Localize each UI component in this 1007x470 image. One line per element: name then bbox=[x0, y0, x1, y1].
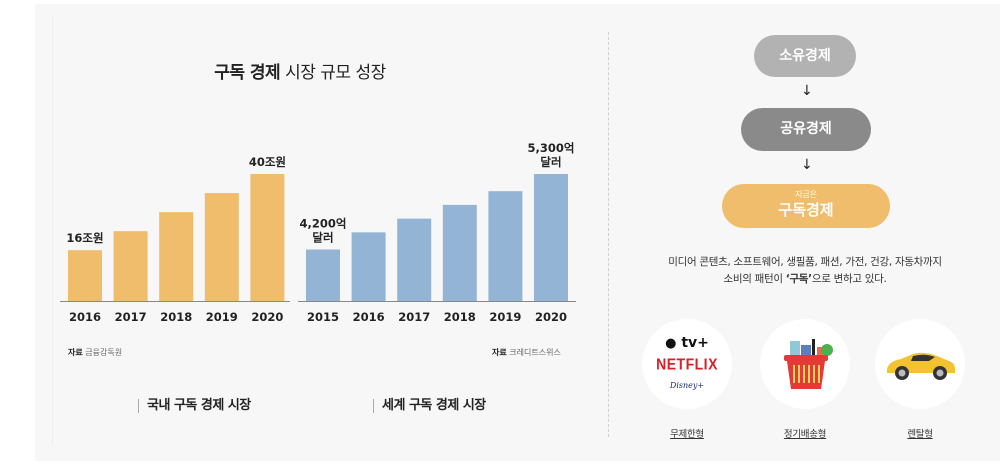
domestic-tick-label: 2017 bbox=[115, 310, 147, 324]
world-bar-2020 bbox=[534, 174, 568, 301]
world-data-label: 달러 bbox=[540, 155, 561, 169]
world-bar-2019 bbox=[488, 191, 523, 301]
chart-title: 구독 경제 시장 규모 성장 bbox=[0, 58, 600, 83]
domestic-tick-label: 2018 bbox=[160, 310, 192, 324]
flow-step-subscription-sub: 지금은 bbox=[794, 190, 818, 199]
type-label-rental[interactable]: 렌탈형 bbox=[907, 429, 933, 440]
domestic-caption: 국내 구독 경제 시장 bbox=[138, 399, 251, 413]
disney-plus-logo: Disney+ bbox=[669, 381, 705, 390]
world-tick-label: 2015 bbox=[307, 310, 339, 324]
world-tick-label: 2018 bbox=[444, 310, 476, 324]
world-tick-label: 2017 bbox=[398, 310, 430, 324]
world-bar-2015 bbox=[306, 249, 340, 301]
chart-title-rest: 시장 규모 성장 bbox=[280, 63, 386, 83]
world-source: 자료 크레디트스위스 bbox=[492, 348, 561, 357]
world-bar-2017 bbox=[397, 218, 432, 301]
section-divider bbox=[608, 32, 609, 437]
world-data-label: 4,200억 bbox=[300, 217, 347, 231]
description-line1: 미디어 콘텐츠, 소프트웨어, 생필품, 패션, 가전, 건강, 자동차까지 bbox=[668, 256, 942, 268]
description-line2: 소비의 패턴이 ‘구독’으로 변하고 있다. bbox=[723, 273, 887, 285]
type-label-unlimited[interactable]: 무제한형 bbox=[670, 429, 704, 440]
panel-edge-line bbox=[52, 16, 53, 446]
world-tick-label: 2019 bbox=[489, 310, 521, 324]
domestic-tick-label: 2019 bbox=[206, 310, 238, 324]
arrow-down-icon: ↓ bbox=[801, 157, 813, 173]
flow-step-sharing: 공유경제 bbox=[741, 108, 871, 151]
description: 미디어 콘텐츠, 소프트웨어, 생필품, 패션, 가전, 건강, 자동차까지 소… bbox=[640, 254, 970, 288]
shopping-basket-icon bbox=[760, 319, 850, 409]
domestic-source: 자료 금융감독원 bbox=[68, 348, 123, 357]
domestic-bar-2020 bbox=[250, 174, 285, 301]
flow-step-subscription-label: 구독경제 bbox=[778, 201, 834, 219]
flow-step-ownership: 소유경제 bbox=[754, 35, 856, 77]
domestic-bar-2017 bbox=[113, 231, 148, 301]
world-tick-label: 2016 bbox=[353, 310, 385, 324]
domestic-tick-label: 2016 bbox=[69, 310, 101, 324]
netflix-logo: NETFLIX bbox=[656, 354, 718, 374]
world-bar-2018 bbox=[442, 204, 477, 301]
domestic-bar-2016 bbox=[68, 250, 102, 301]
world-tick-label: 2020 bbox=[535, 310, 567, 324]
domestic-data-label: 40조원 bbox=[249, 155, 286, 169]
domestic-bar-2019 bbox=[204, 193, 239, 301]
streaming-logos-icon: ● tv+ NETFLIX Disney+ bbox=[642, 319, 732, 409]
arrow-down-icon: ↓ bbox=[801, 83, 813, 99]
sports-car-icon bbox=[875, 319, 965, 409]
domestic-bar-2018 bbox=[159, 212, 194, 301]
type-label-delivery[interactable]: 정기배송형 bbox=[783, 429, 827, 440]
world-data-label: 달러 bbox=[312, 231, 333, 245]
chart-title-bold: 구독 경제 bbox=[214, 63, 281, 83]
world-data-label: 5,300억 bbox=[528, 141, 575, 155]
world-bar-2016 bbox=[351, 232, 386, 301]
domestic-tick-label: 2020 bbox=[251, 310, 283, 324]
world-caption: 세계 구독 경제 시장 bbox=[373, 399, 486, 413]
flow-step-subscription: 지금은 구독경제 bbox=[722, 184, 890, 228]
apple-tv-logo: ● tv+ bbox=[665, 335, 709, 351]
domestic-data-label: 16조원 bbox=[66, 231, 103, 245]
